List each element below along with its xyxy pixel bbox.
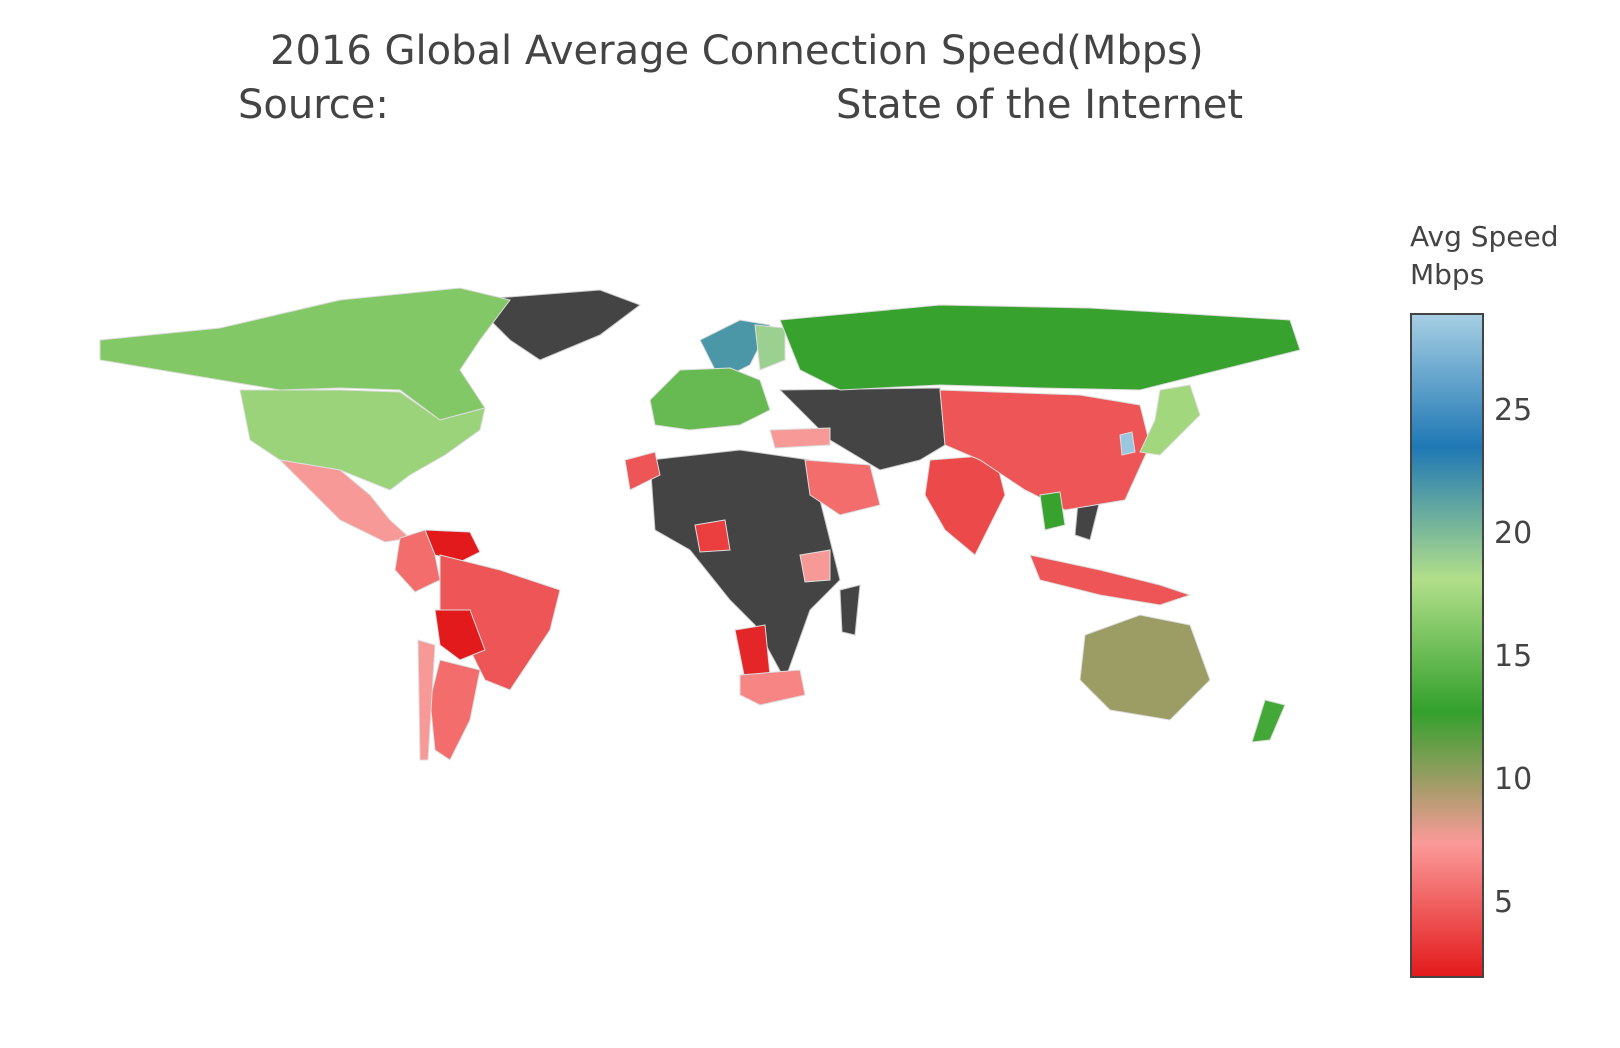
chart-source-label: Source: [238, 82, 389, 128]
chart-title-text: 2016 Global Average Connection Speed(Mbp… [270, 28, 1204, 74]
region-morocco[interactable] [624, 451, 661, 491]
region-new-zealand[interactable] [1251, 699, 1286, 743]
chart-source-value: State of the Internet [836, 82, 1244, 128]
region-argentina[interactable] [429, 659, 481, 761]
region-chile[interactable] [417, 639, 436, 761]
map-regions [99, 287, 1301, 761]
region-china[interactable] [939, 389, 1151, 511]
region-namibia[interactable] [734, 624, 771, 681]
region-indonesia[interactable] [1029, 554, 1192, 606]
colorbar-tick-10: 10 [1494, 761, 1533, 797]
colorbar [1410, 313, 1484, 978]
no-data-region [839, 584, 861, 636]
region-south-africa[interactable] [739, 669, 806, 706]
colorbar-title-line2: Mbps [1410, 258, 1485, 291]
region-russia[interactable] [779, 304, 1301, 391]
region-western-europe[interactable] [649, 367, 771, 431]
region-thailand[interactable] [1039, 491, 1066, 531]
region-finland[interactable] [754, 324, 786, 371]
colorbar-tick-20: 20 [1494, 515, 1533, 551]
no-data-region [468, 289, 642, 361]
colorbar-tick-25: 25 [1494, 392, 1533, 428]
colorbar-title-line1: Avg Speed [1410, 220, 1559, 253]
region-australia[interactable] [1079, 614, 1211, 721]
colorbar-tick-5: 5 [1494, 885, 1514, 921]
region-india[interactable] [924, 454, 1006, 556]
colorbar-title: Avg Speed Mbps [1410, 218, 1559, 294]
region-japan[interactable] [1139, 384, 1201, 456]
no-data-region [649, 449, 841, 682]
region-kenya[interactable] [799, 549, 831, 583]
region-turkey[interactable] [769, 427, 831, 449]
colorbar-tick-15: 15 [1494, 638, 1533, 674]
region-saudi-arabia[interactable] [804, 459, 881, 516]
region-bolivia[interactable] [434, 609, 486, 661]
region-south-korea[interactable] [1119, 431, 1136, 456]
world-map [99, 287, 1301, 761]
region-nigeria[interactable] [694, 519, 731, 553]
